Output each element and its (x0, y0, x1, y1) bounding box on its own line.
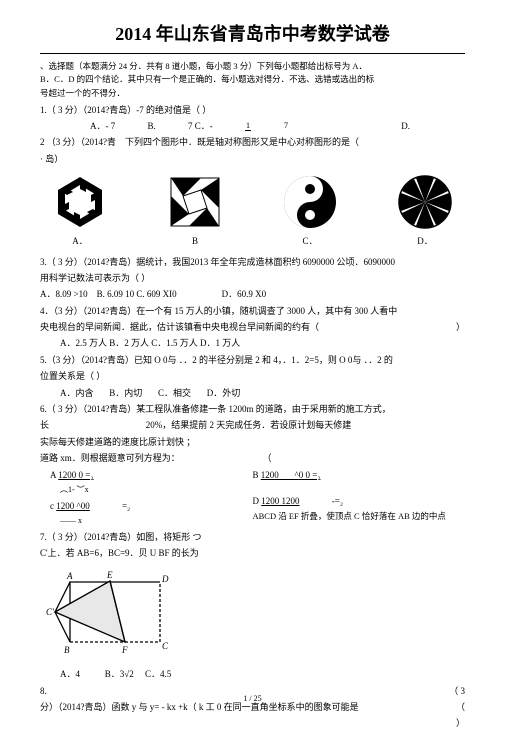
q6-d-eq: -=₂ (332, 496, 343, 506)
q2-loc: · 岛） (40, 152, 465, 166)
q1-frac-num: 1 (245, 122, 251, 131)
q1-frac: 1 7 (245, 122, 319, 131)
intro-line2: B．C．D 的四个结论．其中只有一个是正确的．每小题选对得分．不选、选错或选出的… (40, 73, 465, 87)
q6-D: D 1200 1200 -=₂ (253, 494, 466, 508)
page-footer: 1 / 25 (0, 693, 505, 706)
yinyang-circle-icon (280, 172, 340, 232)
q5-s2: 位置关系是（ ） (40, 369, 465, 383)
q2: 2 （3 分）（2014?青 下列四个图形中．既是轴对称图形又是中心对称图形的是… (40, 135, 465, 149)
q6-c-label: c (50, 501, 54, 511)
q2-labelD: D． (417, 234, 433, 248)
q7-label-Cp: C' (46, 607, 55, 617)
intro-line3: 号超过一个的不得分． (40, 87, 465, 101)
q7-figure: A E D C' B F C (40, 567, 465, 661)
q7-label-A: A (66, 571, 73, 581)
q7-label-D: D (161, 574, 169, 584)
q5-opts: A．内含 B．内切 C．相交 D．外切 (40, 386, 465, 400)
q1: 1.（ 3 分）（2014?青岛）-7 的绝对值是（ ） (40, 103, 465, 117)
q6-d-label: D (253, 496, 260, 506)
q6-c-eq: =₂ (122, 501, 130, 511)
q2-shapeB: B (165, 172, 225, 248)
q4-s1: 4．（3 分）（2014?青岛）在一个有 15 万人的小镇，随机调查了 3000… (40, 304, 465, 318)
q2-shapes: A． B C． (40, 172, 465, 248)
q2-shapeC: C． (280, 172, 340, 248)
flower-circle-icon (395, 172, 455, 232)
q5-s1: 5.（3 分）（2014?青岛）已知 O 0与 ．．2 的半径分别是 2 和 4… (40, 353, 465, 367)
q6-s1: 6.（ 3 分）（2014?青岛）某工程队准备修建一条 1200m 的道路，由于… (40, 402, 465, 416)
q1-stem: 1.（ 3 分）（2014?青岛）-7 的绝对值是（ (40, 105, 200, 115)
pinwheel-icon (165, 172, 225, 232)
q6-fold: ABCD 沿 EF 折叠，使顶点 C 恰好落在 AB 边的中点 (253, 510, 466, 524)
q6-B: B 1200 ^0 0 =₂ (253, 468, 466, 482)
q6-c2: —— x (40, 515, 253, 528)
q3-s2: 用科学记数法可表示为（ ） (40, 271, 465, 285)
q7-opts: A．4 B．3√2 C．4.5 (40, 667, 465, 681)
q6-eqs: 道路 xm．则根据题意可列方程为： A 1200 0 =₂ ︵1- ︶x c 1… (40, 449, 465, 528)
q2-shapeA: A． (50, 172, 110, 248)
q4-end: ） (456, 320, 465, 334)
page-title: 2014 年山东省青岛市中考数学试卷 (40, 20, 465, 54)
q7-s2: C'上．若 AB=6，BC=9．贝 U BF 的长为 (40, 546, 465, 560)
q1-frac-den: 7 (283, 122, 289, 130)
q6-b-expr: 1200 ^0 0 =₂ (261, 470, 321, 480)
q6-s3: 实际每天修建道路的速度比原计划快 ； (40, 435, 465, 449)
q6-A: A 1200 0 =₂ (40, 468, 253, 482)
q7-label-C: C (162, 641, 169, 651)
intro-text: 、选择题（本题满分 24 分．共有 8 道小题，每小题 3 分）下列每小题都给出… (40, 60, 465, 101)
q1-optA: A．- 7 (90, 119, 115, 133)
q6-a-expr: 1200 0 =₂ (58, 470, 93, 480)
q1-optC: 7 C．- (188, 119, 213, 133)
q1-optB: B. (148, 119, 156, 133)
q7-label-F: F (121, 645, 128, 655)
q1-optD: D. (401, 119, 410, 133)
q1-end: ） (202, 105, 211, 115)
q1-options: A．- 7 B. 7 C．- 1 7 D. (40, 119, 465, 133)
fold-rectangle-diagram: A E D C' B F C (40, 567, 180, 657)
q4-s2: 央电视台的早间新闻．据此，估计该镇看中央电视台早间新闻的约有（ ） (40, 320, 465, 334)
q6-d-expr: 1200 1200 (261, 496, 299, 506)
q6-s5: （ (253, 451, 466, 465)
q6-c-expr: 1200 ^00 (56, 501, 89, 511)
q8-end: ） (40, 716, 465, 730)
q6-s2: 长 20%，结果提前 2 天完成任务．若设原计划每天修建 (40, 418, 465, 432)
q2-stem1: 2 （3 分）（2014?青 (40, 137, 116, 147)
q2-labelA: A． (72, 234, 88, 248)
hexagon-spiral-icon (50, 172, 110, 232)
q7-s1: 7.（ 3 分）（2014?青岛）如图，将矩形 つ (40, 530, 465, 544)
q6-C: c 1200 ^00 =₂ (40, 499, 253, 513)
q7-label-B: B (64, 645, 70, 655)
q3-s1: 3.（ 3 分）（2014?青岛）据统计，我国2013 年全年完成造林面积约 6… (40, 255, 465, 269)
q6-a-label: A (50, 470, 56, 480)
q6-s4: 道路 xm．则根据题意可列方程为： (40, 451, 253, 465)
q6-b-label: B (253, 470, 259, 480)
q2-stem2: 下列四个图形中．既是轴对称图形又是中心对称图形的是（ (125, 137, 359, 147)
q4-opts: A．2.5 万人 B．2 万人 C．1.5 万人 D．1 万人 (40, 336, 465, 350)
q4-s2-text: 央电视台的早间新闻．据此，估计该镇看中央电视台早间新闻的约有（ (40, 322, 319, 332)
q2-labelC: C． (302, 234, 317, 248)
intro-line1: 、选择题（本题满分 24 分．共有 8 道小题，每小题 3 分）下列每小题都给出… (40, 60, 465, 74)
q7-label-E: E (106, 570, 113, 580)
q3-opts: A．8.09 >10 B. 6.09 10 C. 609 XI0 D．60.9 … (40, 287, 465, 301)
q6-a-under: ︵1- ︶x (40, 484, 253, 497)
q2-shapeD: D． (395, 172, 455, 248)
q2-labelB: B (192, 234, 198, 248)
